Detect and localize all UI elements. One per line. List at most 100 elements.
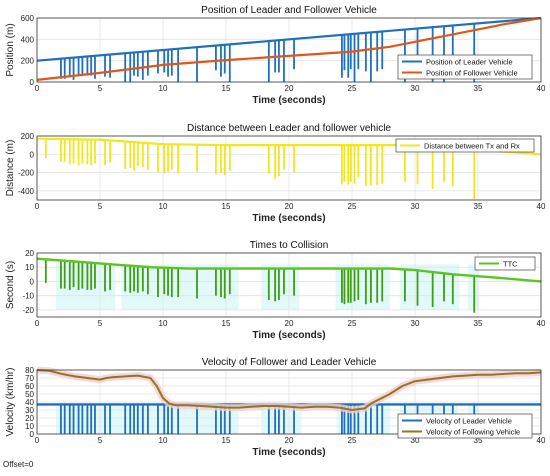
chart-title: Position of Leader and Follower Vehicle (201, 5, 377, 16)
x-tick-label: 30 (411, 319, 420, 328)
y-tick-label: 10 (25, 422, 34, 431)
x-tick-label: 25 (348, 319, 357, 328)
x-tick-label: 35 (474, 436, 483, 445)
y-axis-label: Distance (m) (5, 140, 16, 197)
x-tick-label: 15 (222, 319, 231, 328)
y-tick-label: 200 (21, 132, 35, 141)
x-tick-label: 20 (285, 319, 294, 328)
axes-frame (36, 252, 542, 318)
x-tick-label: 20 (285, 436, 294, 445)
y-tick-label: 60 (25, 382, 34, 391)
y-axis-label: Velocity (km/hr) (5, 368, 16, 437)
legend-box (397, 413, 533, 439)
x-tick-label: 30 (411, 202, 420, 211)
x-tick-label: 30 (411, 436, 420, 445)
y-tick-label: 50 (25, 390, 34, 399)
series-line (36, 369, 542, 411)
y-tick-label: 400 (21, 35, 35, 44)
x-axis-label: Time (seconds) (252, 213, 325, 224)
x-tick-label: 0 (35, 436, 40, 445)
x-tick-label: 40 (537, 436, 546, 445)
x-tick-label: 10 (159, 436, 168, 445)
series-line (36, 16, 542, 81)
legend-label: Position of Leader Vehicle (426, 58, 513, 67)
legend-label: Velocity of Leader Vehicle (426, 417, 512, 426)
chart-panel-4: 0 5 10 15 20 25 30 35 4001020304050607080Velocit… (5, 357, 546, 458)
y-tick-label: 20 (25, 249, 34, 258)
legend-label: TTC (503, 260, 518, 269)
y-tick-label: 10 (25, 263, 34, 272)
x-tick-label: 10 (159, 202, 168, 211)
chart-title: Distance between Leader and follower veh… (187, 123, 391, 134)
legend: Distance between Tx and Rx (395, 138, 535, 153)
y-tick-label: 40 (25, 398, 34, 407)
x-axis-label: Time (seconds) (252, 95, 325, 106)
y-tick-label: 30 (25, 406, 34, 415)
y-tick-label: 0 (30, 150, 35, 159)
series-line (36, 257, 542, 283)
axes-frame (36, 369, 542, 435)
legend: Position of Leader Vehicle Position of Fo… (397, 54, 533, 80)
x-tick-label: 15 (222, 84, 231, 93)
y-tick-label: -10 (22, 292, 34, 301)
y-axis-label: Position (m) (5, 23, 16, 76)
x-tick-label: 20 (285, 84, 294, 93)
y-tick-label: 0 (30, 277, 35, 286)
legend-label: Position of Follower Vehicle (426, 69, 518, 78)
chart-panel-3: 0 5 10 15 20 25 30 35 40 -20 -10 0 10 20 Times to Coll… (5, 240, 546, 341)
x-tick-label: 35 (474, 84, 483, 93)
highlight-band (55, 403, 176, 434)
y-tick-label: -20 (22, 306, 34, 315)
x-tick-label: 0 (35, 202, 40, 211)
y-tick-label: 80 (25, 366, 34, 375)
x-tick-label: 25 (348, 436, 357, 445)
chart-title: Velocity of Follower and Leader Vehicle (202, 357, 377, 368)
y-axis-label: Second (s) (5, 261, 16, 309)
y-tick-label: 20 (25, 414, 34, 423)
y-tick-label: 0 (30, 430, 35, 439)
legend-label: Velocity of Following Vehicle (426, 428, 520, 437)
x-axis-label: Time (seconds) (252, 330, 325, 341)
x-tick-label: 40 (537, 84, 546, 93)
x-tick-label: 5 (98, 319, 103, 328)
x-tick-label: 0 (35, 319, 40, 328)
x-tick-label: 0 (35, 84, 40, 93)
legend-label: Distance between Tx and Rx (424, 142, 520, 151)
x-tick-label: 30 (411, 84, 420, 93)
x-tick-label: 5 (98, 84, 103, 93)
legend-box (395, 138, 535, 153)
legend: TTC (474, 256, 536, 271)
x-axis-label: Time (seconds) (252, 447, 325, 458)
chart-panel-2: 0 5 10 15 20 25 30 35 40 -400 -200 0 200 Distance bet… (5, 123, 546, 224)
chart-title: Times to Collision (250, 240, 329, 251)
x-tick-label: 10 (159, 84, 168, 93)
legend: Velocity of Leader Vehicle Velocity of Fo… (397, 413, 533, 439)
x-tick-label: 35 (474, 319, 483, 328)
x-tick-label: 5 (98, 436, 103, 445)
x-tick-label: 40 (537, 319, 546, 328)
x-tick-label: 25 (348, 202, 357, 211)
y-tick-label: -200 (18, 169, 35, 178)
x-tick-label: 15 (222, 436, 231, 445)
legend-box (397, 54, 533, 80)
x-tick-label: 40 (537, 202, 546, 211)
offset-note: Offset=0 (3, 460, 34, 469)
y-tick-label: 0 (30, 78, 35, 87)
y-tick-label: 200 (21, 57, 35, 66)
legend-box (474, 256, 536, 271)
x-tick-label: 35 (474, 202, 483, 211)
x-tick-label: 15 (222, 202, 231, 211)
y-tick-label: 600 (21, 14, 35, 23)
x-tick-label: 25 (348, 84, 357, 93)
x-tick-label: 20 (285, 202, 294, 211)
axes-frame (36, 135, 542, 201)
y-tick-label: -400 (18, 187, 35, 196)
series-line (36, 16, 542, 62)
axes-frame (36, 17, 542, 83)
x-tick-label: 5 (98, 202, 103, 211)
highlight-band (121, 264, 239, 310)
x-tick-label: 10 (159, 319, 168, 328)
y-tick-label: 70 (25, 374, 34, 383)
